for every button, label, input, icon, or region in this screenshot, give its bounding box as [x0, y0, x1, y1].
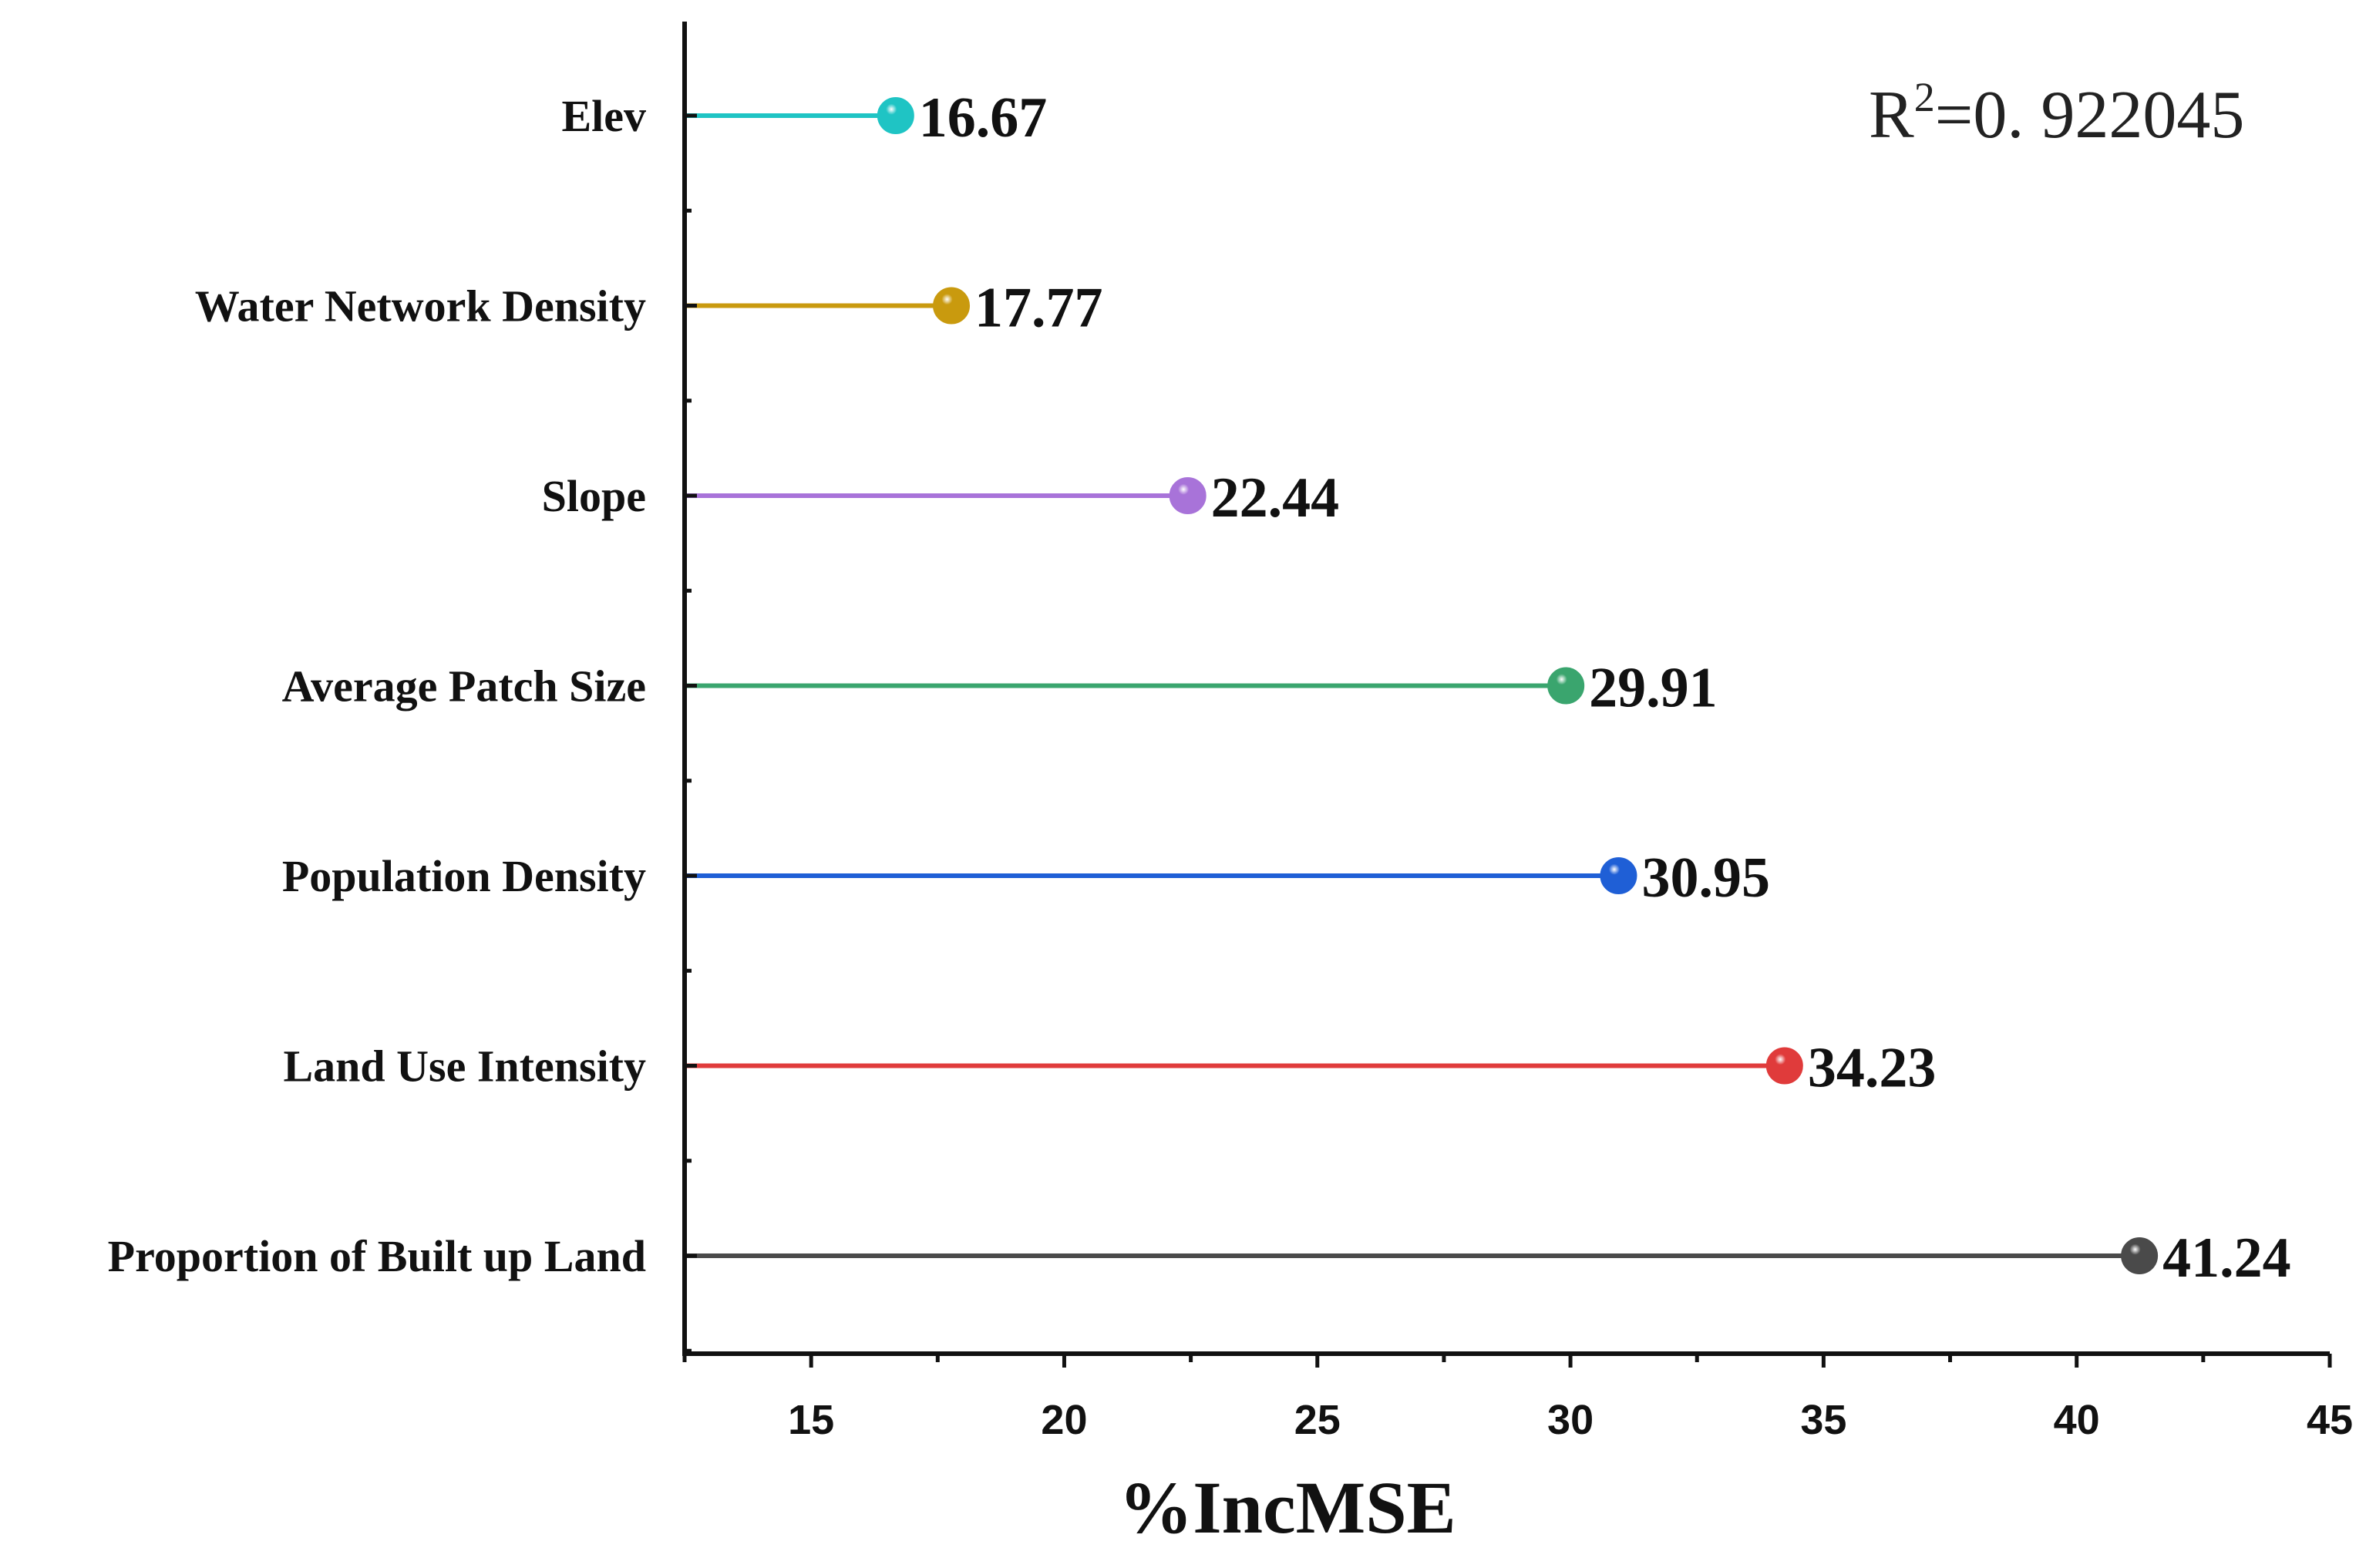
r-squared-value: =0. 922045 — [1935, 78, 2245, 153]
lollipop-point — [1547, 667, 1585, 705]
x-tick-label: 40 — [2054, 1397, 2100, 1443]
x-tick-label: 15 — [788, 1397, 834, 1443]
value-label: 17.77 — [974, 277, 1103, 340]
value-label: 16.67 — [919, 86, 1048, 150]
category-label: Average Patch Size — [282, 661, 646, 712]
lollipop-point — [877, 97, 914, 134]
r-squared-superscript: 2 — [1914, 74, 1935, 120]
category-label: Proportion of Built up Land — [108, 1231, 646, 1281]
value-label: 22.44 — [1211, 466, 1340, 530]
axis-layer: 15 20 25 30 35 40 45 — [682, 22, 2353, 1443]
category-label: Elev — [561, 91, 646, 141]
value-label: 29.91 — [1589, 657, 1718, 720]
lollipop-point — [933, 287, 971, 325]
lollipop-point — [1600, 857, 1637, 894]
lollipop-point — [1169, 477, 1207, 514]
x-tick-label: 30 — [1547, 1397, 1594, 1443]
lollipop-point — [2121, 1237, 2159, 1274]
category-label: Land Use Intensity — [283, 1041, 646, 1092]
value-label: 30.95 — [1641, 846, 1770, 910]
value-label: 41.24 — [2162, 1226, 2291, 1290]
value-label: 34.23 — [1808, 1037, 1937, 1100]
x-axis-title: %IncMSE — [1119, 1466, 1456, 1549]
x-tick-label: 20 — [1041, 1397, 1087, 1443]
r-squared-symbol: R — [1869, 78, 1914, 153]
lollipop-point — [1765, 1047, 1803, 1085]
category-label: Slope — [542, 471, 646, 521]
x-tick-label: 35 — [1800, 1397, 1846, 1443]
category-label: Population Density — [282, 851, 646, 901]
x-tick-label: 25 — [1294, 1397, 1341, 1443]
category-label: Water Network Density — [195, 281, 646, 331]
plot-area: Elev 16.67 Water Network Density 17.77 Slope… — [108, 86, 2291, 1290]
r-squared-annotation: R2=0. 922045 — [1869, 74, 2244, 153]
x-tick-label: 45 — [2307, 1397, 2353, 1443]
